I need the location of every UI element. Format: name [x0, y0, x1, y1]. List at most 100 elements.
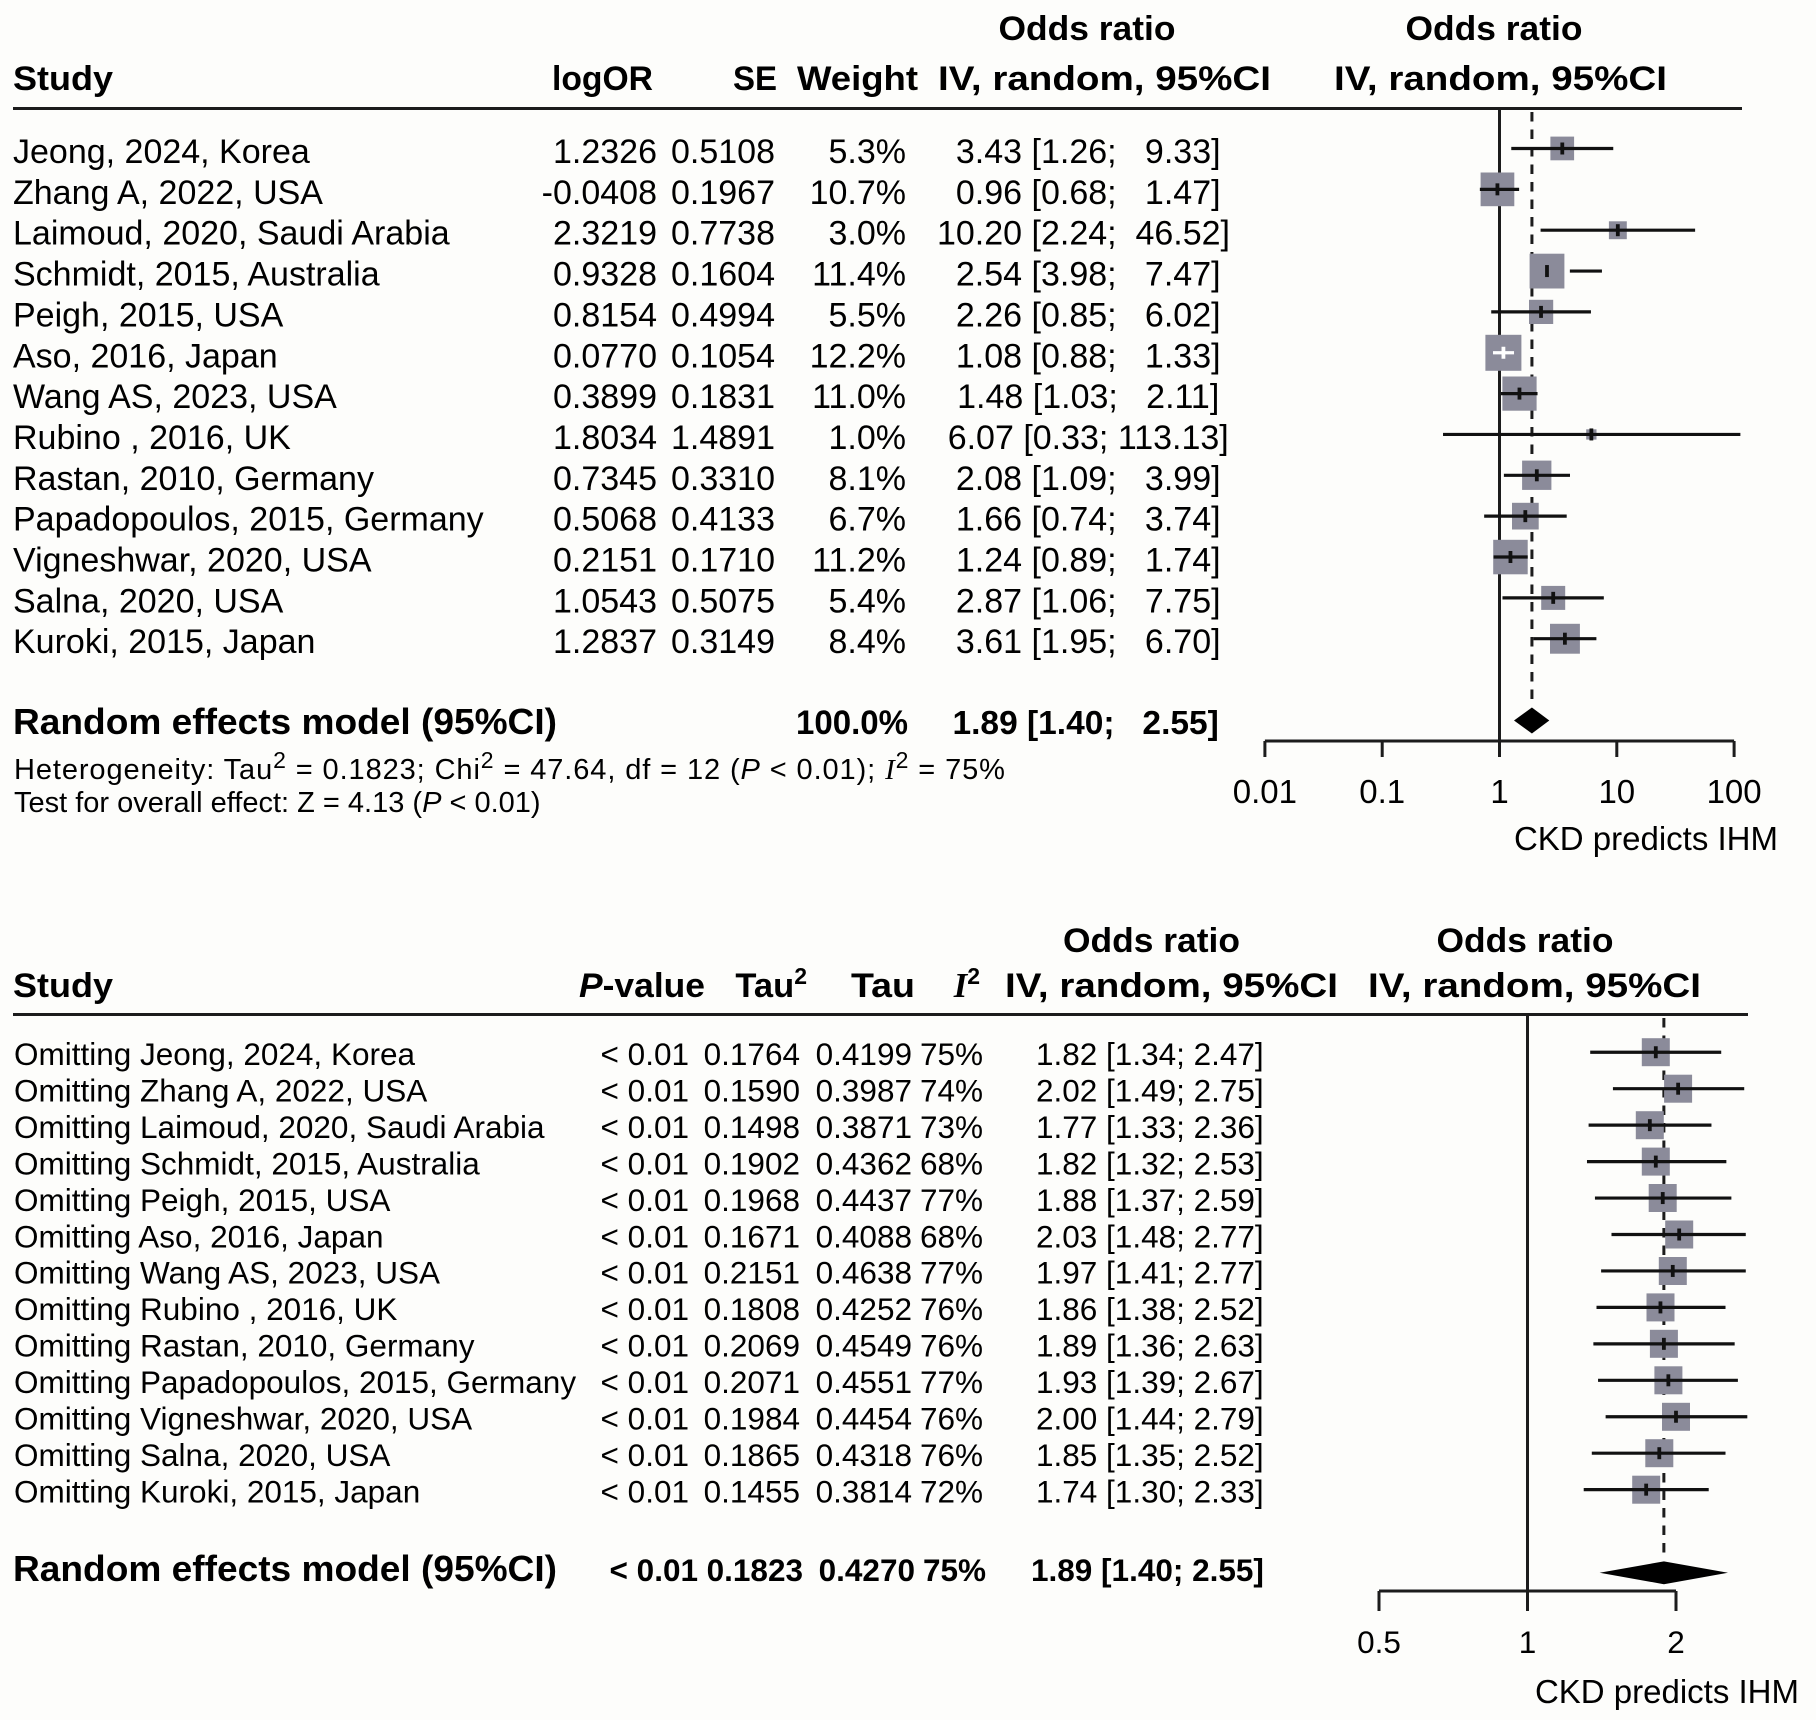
svg-text:0.2151: 0.2151: [553, 542, 657, 580]
svg-text:Omitting Jeong, 2024, Korea: Omitting Jeong, 2024, Korea: [14, 1036, 415, 1072]
svg-text:< 0.01: < 0.01: [601, 1036, 689, 1072]
svg-text:1.86 [1.38; 2.52]: 1.86 [1.38; 2.52]: [1036, 1291, 1264, 1327]
svg-text:1.0543: 1.0543: [553, 582, 657, 620]
svg-text:72%: 72%: [920, 1473, 983, 1509]
svg-text:SE: SE: [733, 60, 777, 98]
svg-text:Omitting Wang AS, 2023, USA: Omitting Wang AS, 2023, USA: [14, 1255, 440, 1291]
svg-text:11.4%: 11.4%: [812, 256, 906, 294]
svg-text:0.1: 0.1: [1359, 773, 1405, 810]
svg-text:1.66 [0.74; 3.74]: 1.66 [0.74; 3.74]: [946, 501, 1220, 539]
svg-text:3.0%: 3.0%: [829, 215, 907, 253]
svg-text:< 0.01: < 0.01: [601, 1145, 689, 1181]
svg-text:10.20 [2.24; 46.52]: 10.20 [2.24; 46.52]: [937, 215, 1230, 253]
svg-text:2.08 [1.09; 3.99]: 2.08 [1.09; 3.99]: [946, 460, 1220, 498]
svg-text:Aso, 2016, Japan: Aso, 2016, Japan: [13, 337, 278, 375]
svg-text:Peigh, 2015, USA: Peigh, 2015, USA: [13, 296, 284, 334]
svg-text:< 0.01: < 0.01: [601, 1182, 689, 1218]
svg-text:Odds ratio: Odds ratio: [1406, 10, 1583, 48]
svg-text:Odds ratio: Odds ratio: [999, 10, 1176, 48]
svg-text:< 0.01: < 0.01: [601, 1218, 689, 1254]
svg-text:Rubino , 2016, UK: Rubino , 2016, UK: [13, 419, 291, 457]
svg-text:IV, random, 95%CI: IV, random, 95%CI: [1334, 60, 1667, 98]
svg-text:< 0.01: < 0.01: [601, 1364, 689, 1400]
svg-text:1.8034: 1.8034: [553, 419, 657, 457]
svg-text:1.48 [1.03; 2.11]: 1.48 [1.03; 2.11]: [948, 378, 1220, 416]
svg-text:< 0.01: < 0.01: [601, 1255, 689, 1291]
svg-text:0.1054: 0.1054: [671, 337, 775, 375]
svg-text:Study: Study: [13, 967, 113, 1005]
svg-text:1: 1: [1490, 773, 1508, 810]
svg-text:Jeong, 2024, Korea: Jeong, 2024, Korea: [13, 133, 310, 171]
svg-text:0.1967: 0.1967: [671, 174, 775, 212]
svg-text:76%: 76%: [920, 1328, 983, 1364]
svg-text:Odds ratio: Odds ratio: [1437, 922, 1614, 960]
svg-text:1.74 [1.30; 2.33]: 1.74 [1.30; 2.33]: [1036, 1473, 1264, 1509]
svg-text:0.1710: 0.1710: [671, 542, 775, 580]
svg-text:3.61 [1.95; 6.70]: 3.61 [1.95; 6.70]: [946, 623, 1220, 661]
svg-text:10.7%: 10.7%: [810, 174, 906, 212]
svg-text:1.85 [1.35; 2.52]: 1.85 [1.35; 2.52]: [1036, 1437, 1264, 1473]
svg-text:Schmidt, 2015, Australia: Schmidt, 2015, Australia: [13, 256, 380, 294]
svg-text:Rastan, 2010, Germany: Rastan, 2010, Germany: [13, 460, 374, 498]
svg-text:8.4%: 8.4%: [829, 623, 907, 661]
svg-text:2.26 [0.85; 6.02]: 2.26 [0.85; 6.02]: [946, 296, 1220, 334]
svg-text:Omitting Zhang A, 2022, USA: Omitting Zhang A, 2022, USA: [14, 1072, 427, 1108]
svg-text:76%: 76%: [920, 1401, 983, 1437]
svg-text:0.1968: 0.1968: [704, 1182, 800, 1218]
svg-text:1.08 [0.88; 1.33]: 1.08 [0.88; 1.33]: [946, 337, 1220, 375]
svg-text:0.5: 0.5: [1357, 1624, 1401, 1660]
svg-text:1.93 [1.39; 2.67]: 1.93 [1.39; 2.67]: [1036, 1364, 1264, 1400]
svg-text:1.82 [1.32; 2.53]: 1.82 [1.32; 2.53]: [1036, 1145, 1264, 1181]
svg-text:0.3899: 0.3899: [553, 378, 657, 416]
svg-text:Omitting Schmidt, 2015, Austra: Omitting Schmidt, 2015, Australia: [14, 1145, 480, 1181]
svg-text:77%: 77%: [920, 1364, 983, 1400]
svg-text:0.1455: 0.1455: [704, 1473, 800, 1509]
svg-text:< 0.01: < 0.01: [601, 1328, 689, 1364]
svg-text:1.2837: 1.2837: [553, 623, 657, 661]
svg-text:2.00 [1.44; 2.79]: 2.00 [1.44; 2.79]: [1036, 1401, 1264, 1437]
svg-text:2: 2: [1667, 1624, 1685, 1660]
svg-text:0.4318: 0.4318: [816, 1437, 912, 1473]
svg-text:74%: 74%: [920, 1072, 983, 1108]
svg-text:0.4088: 0.4088: [816, 1218, 912, 1254]
svg-text:Tau: Tau: [851, 967, 915, 1005]
svg-text:Wang AS, 2023, USA: Wang AS, 2023, USA: [13, 378, 337, 416]
svg-text:Test for overall effect: Z = 4: Test for overall effect: Z = 4.13 (P < 0…: [14, 787, 541, 819]
svg-text:5.4%: 5.4%: [829, 582, 907, 620]
svg-text:P-value: P-value: [579, 967, 705, 1005]
svg-text:< 0.01: < 0.01: [610, 1552, 698, 1588]
svg-text:76%: 76%: [920, 1437, 983, 1473]
svg-text:73%: 73%: [920, 1109, 983, 1145]
svg-text:2.87 [1.06; 7.75]: 2.87 [1.06; 7.75]: [946, 582, 1220, 620]
svg-text:10: 10: [1598, 773, 1635, 810]
svg-text:0.4252: 0.4252: [816, 1291, 912, 1327]
svg-text:1.2326: 1.2326: [553, 133, 657, 171]
svg-text:100.0%: 100.0%: [796, 704, 908, 742]
svg-text:0.4362: 0.4362: [816, 1145, 912, 1181]
svg-text:0.96 [0.68; 1.47]: 0.96 [0.68; 1.47]: [946, 174, 1220, 212]
svg-text:0.4270: 0.4270: [819, 1552, 915, 1588]
svg-text:1.77 [1.33; 2.36]: 1.77 [1.33; 2.36]: [1036, 1109, 1264, 1145]
svg-text:Omitting Rubino , 2016, UK: Omitting Rubino , 2016, UK: [14, 1291, 397, 1327]
svg-text:0.1831: 0.1831: [671, 378, 775, 416]
svg-text:Omitting Aso, 2016, Japan: Omitting Aso, 2016, Japan: [14, 1218, 383, 1254]
svg-text:0.7345: 0.7345: [553, 460, 657, 498]
svg-text:100: 100: [1707, 773, 1762, 810]
svg-text:0.2069: 0.2069: [704, 1328, 800, 1364]
svg-text:Omitting Peigh, 2015, USA: Omitting Peigh, 2015, USA: [14, 1182, 390, 1218]
svg-text:0.4199: 0.4199: [816, 1036, 912, 1072]
svg-text:< 0.01: < 0.01: [601, 1109, 689, 1145]
svg-text:2.3219: 2.3219: [553, 215, 657, 253]
svg-text:IV, random, 95%CI: IV, random, 95%CI: [1005, 967, 1338, 1005]
svg-text:CKD predicts IHM: CKD predicts IHM: [1514, 820, 1778, 857]
svg-text:77%: 77%: [920, 1255, 983, 1291]
svg-text:< 0.01: < 0.01: [601, 1437, 689, 1473]
svg-text:0.4133: 0.4133: [671, 501, 775, 539]
svg-text:Laimoud, 2020, Saudi Arabia: Laimoud, 2020, Saudi Arabia: [13, 215, 450, 253]
svg-text:68%: 68%: [920, 1218, 983, 1254]
svg-text:12.2%: 12.2%: [810, 337, 906, 375]
svg-text:1.89 [1.40; 2.55]: 1.89 [1.40; 2.55]: [943, 705, 1219, 742]
svg-text:0.4994: 0.4994: [671, 296, 775, 334]
svg-text:-0.0408: -0.0408: [542, 174, 657, 212]
svg-text:2.02 [1.49; 2.75]: 2.02 [1.49; 2.75]: [1036, 1072, 1264, 1108]
